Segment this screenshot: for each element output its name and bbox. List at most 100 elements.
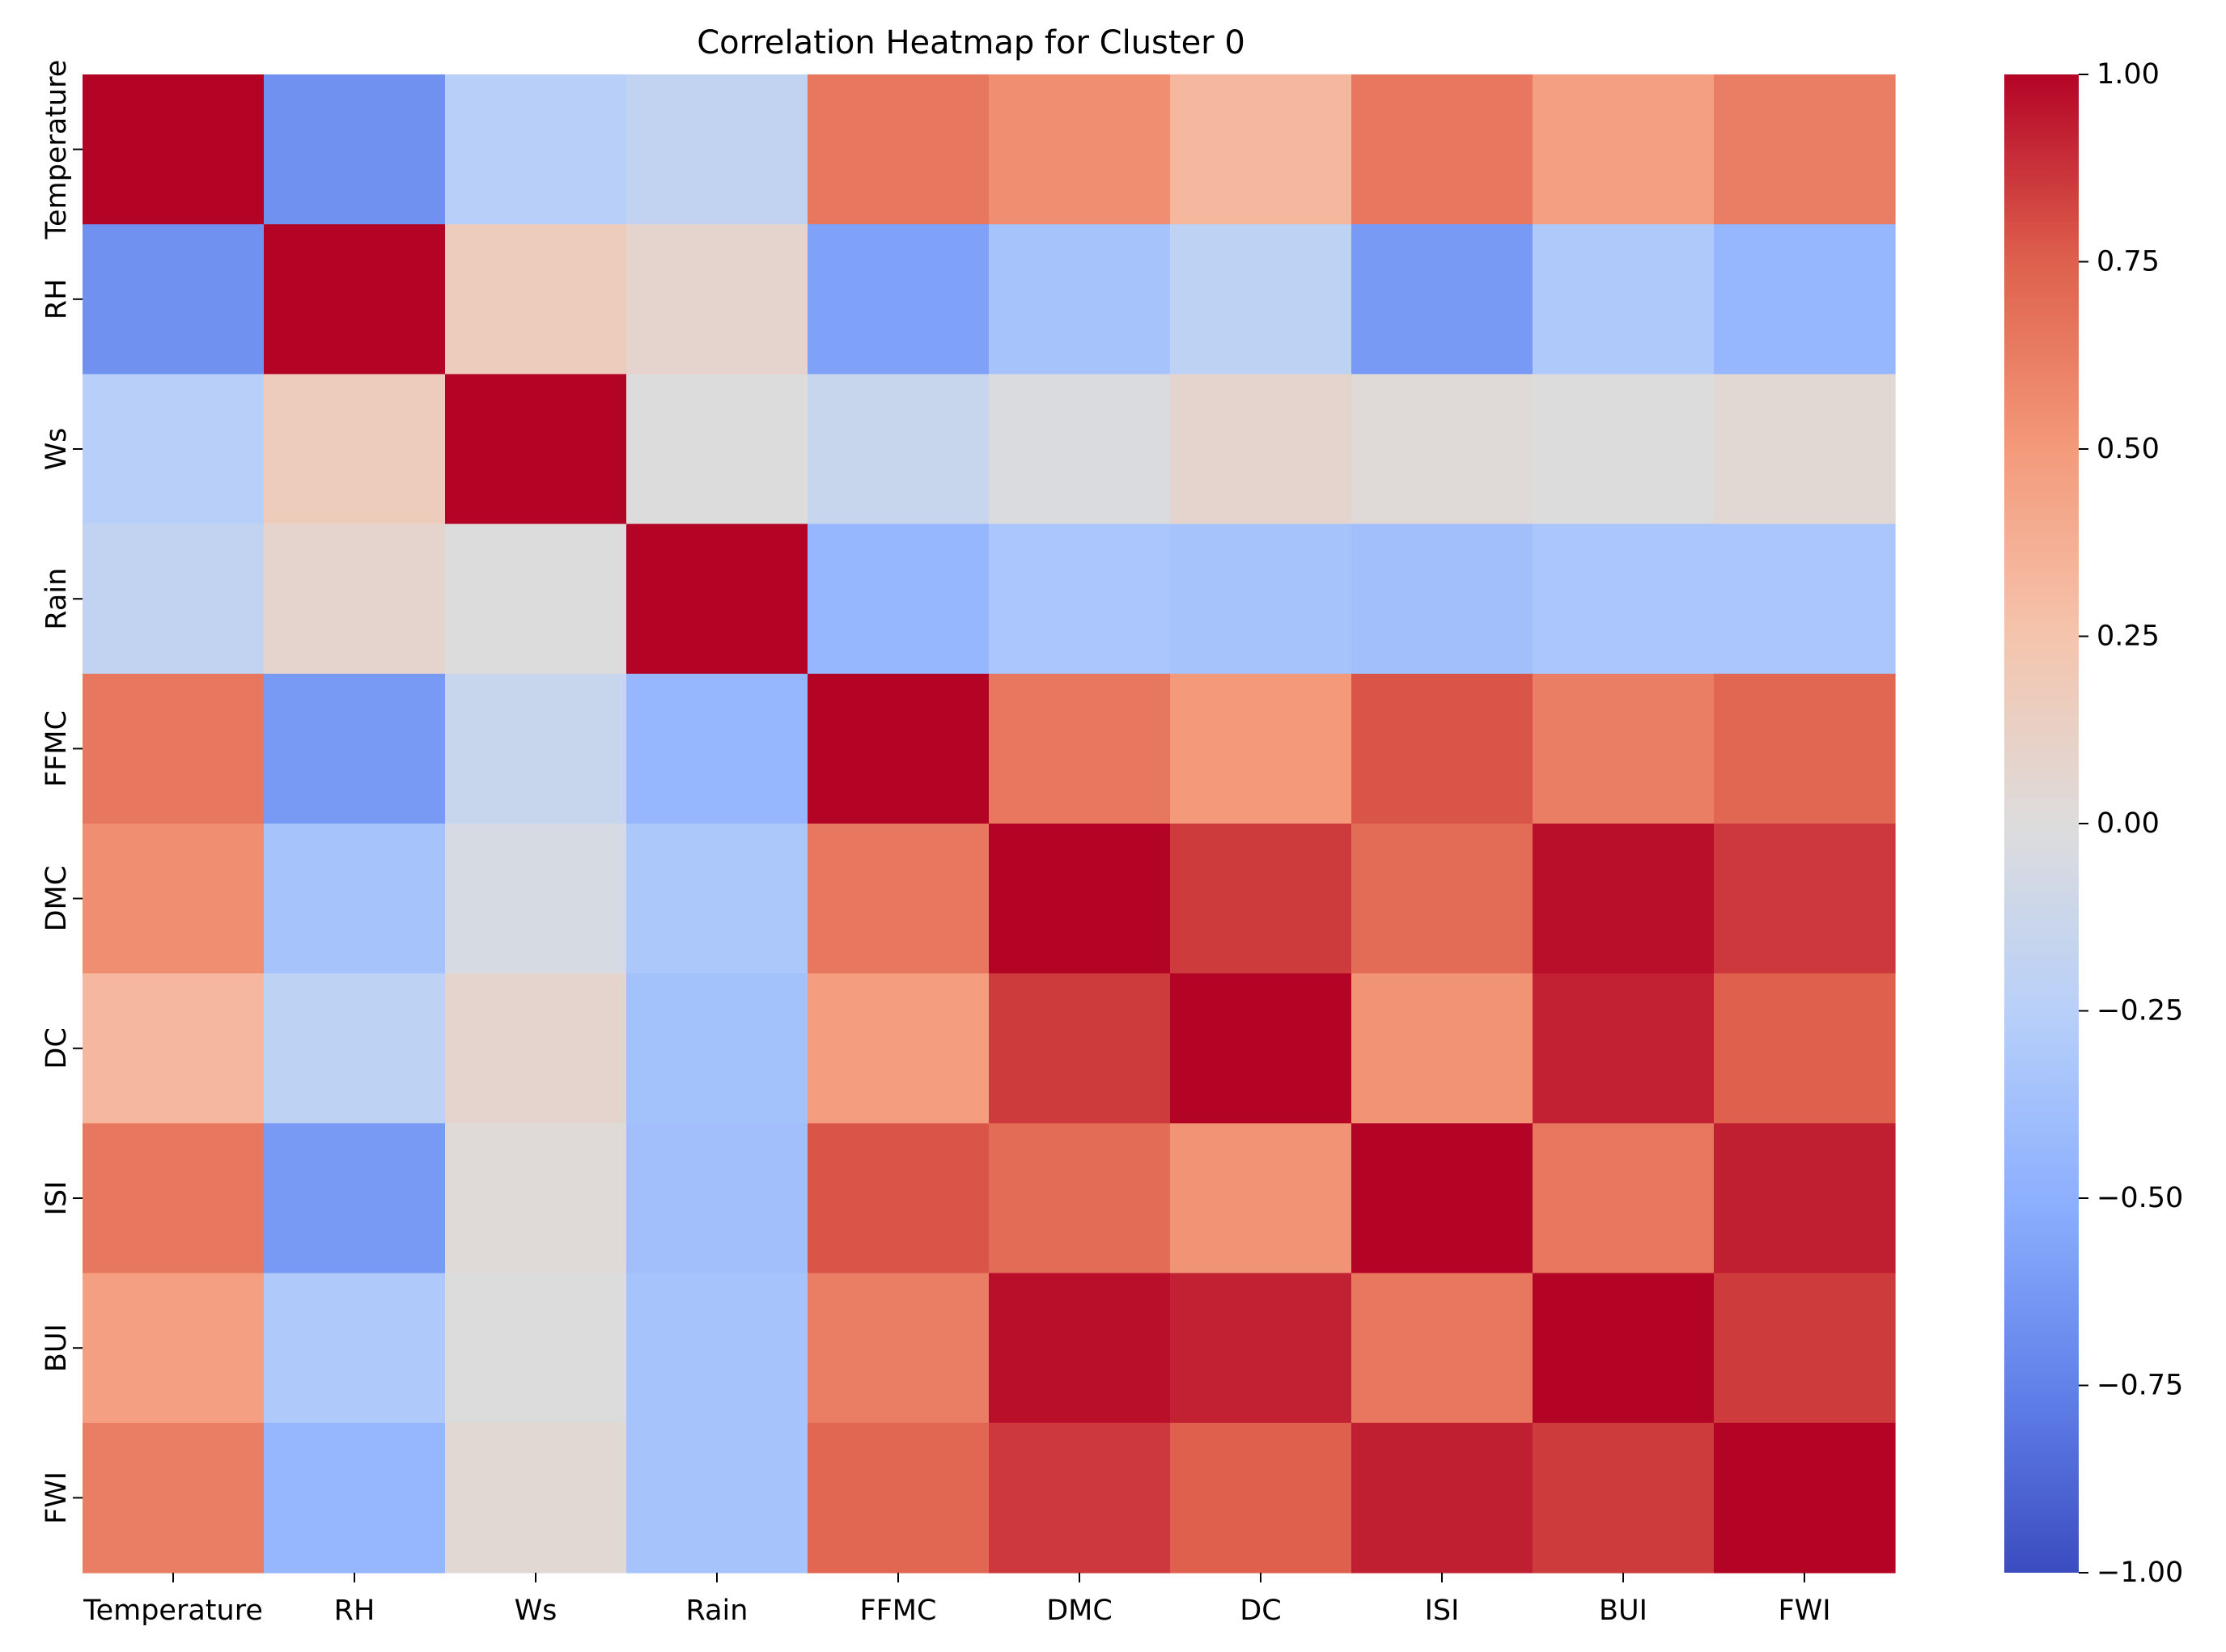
heatmap-cell-dc-rh (264, 973, 446, 1124)
heatmap-cell-fwi-rain (626, 1422, 808, 1574)
colorbar-tick-label: 1.00 (2097, 58, 2160, 91)
chart-title: Correlation Heatmap for Cluster 0 (697, 24, 1245, 61)
y-tick-label: BUI (40, 1324, 73, 1372)
heatmap-cell-rh-rh (264, 224, 446, 375)
heatmap-cell-rain-ffmc (808, 523, 990, 675)
heatmap-cell-ffmc-fwi (1714, 673, 1896, 824)
heatmap-cell-isi-rain (626, 1123, 808, 1274)
heatmap-cell-fwi-fwi (1714, 1422, 1896, 1574)
heatmap-cell-ws-temperature (83, 374, 265, 525)
heatmap-cell-bui-dmc (989, 1273, 1171, 1424)
heatmap-cell-temperature-isi (1351, 74, 1533, 225)
heatmap-cell-fwi-dmc (989, 1422, 1171, 1574)
colorbar-tick-label: 0.75 (2097, 246, 2160, 278)
heatmap-cell-temperature-fwi (1714, 74, 1896, 225)
x-tick-label: DC (1240, 1595, 1281, 1627)
heatmap-cell-rh-ws (445, 224, 627, 375)
heatmap-cell-ws-dc (1170, 374, 1352, 525)
heatmap-cell-ffmc-rain (626, 673, 808, 824)
x-tick-label: ISI (1425, 1595, 1460, 1627)
heatmap-cell-ws-ws (445, 374, 627, 525)
heatmap-cell-ffmc-ffmc (808, 673, 990, 824)
heatmap-cell-isi-ws (445, 1123, 627, 1274)
heatmap-cell-fwi-dc (1170, 1422, 1352, 1574)
heatmap-cell-rain-bui (1533, 523, 1715, 675)
heatmap-cell-ffmc-ws (445, 673, 627, 824)
x-tick-label: FFMC (860, 1595, 937, 1627)
x-axis-ticks: Temperature RH Ws Rain FFMC DMC DC ISI BUI FWI (83, 1573, 1831, 1627)
colorbar-tick-label: 0.00 (2097, 807, 2160, 840)
heatmap-cell-fwi-isi (1351, 1422, 1533, 1574)
heatmap-cell-isi-bui (1533, 1123, 1715, 1274)
heatmap-cell-ws-rh (264, 374, 446, 525)
heatmap-cell-bui-fwi (1714, 1273, 1896, 1424)
x-tick-label: RH (334, 1595, 375, 1627)
heatmap-cell-dmc-ws (445, 824, 627, 974)
heatmap-cell-dmc-rain (626, 824, 808, 974)
heatmap-cell-dc-dmc (989, 973, 1171, 1124)
heatmap-cell-temperature-rh (264, 74, 446, 225)
heatmap-cell-dmc-isi (1351, 824, 1533, 974)
heatmap-cell-temperature-dmc (989, 74, 1171, 225)
heatmap-cell-isi-rh (264, 1123, 446, 1274)
heatmap-cell-bui-rh (264, 1273, 446, 1424)
heatmap-cell-temperature-rain (626, 74, 808, 225)
heatmap-cell-dc-ffmc (808, 973, 990, 1124)
heatmap-cell-fwi-ffmc (808, 1422, 990, 1574)
heatmap-cell-dc-bui (1533, 973, 1715, 1124)
heatmap-cell-isi-fwi (1714, 1123, 1896, 1274)
heatmap-cell-fwi-temperature (83, 1422, 265, 1574)
heatmap-cell-rh-dc (1170, 224, 1352, 375)
heatmap-cell-bui-temperature (83, 1273, 265, 1424)
heatmap-cell-dmc-temperature (83, 824, 265, 974)
y-tick-label: RH (40, 278, 73, 320)
heatmap-cell-ffmc-rh (264, 673, 446, 824)
heatmap-cell-dc-dc (1170, 973, 1352, 1124)
y-tick-label: Ws (40, 428, 73, 471)
heatmap-cell-bui-ffmc (808, 1273, 990, 1424)
y-tick-label: Rain (40, 568, 73, 630)
heatmap-cell-isi-ffmc (808, 1123, 990, 1274)
y-tick-label: FFMC (40, 710, 73, 787)
heatmap-cell-dc-rain (626, 973, 808, 1124)
heatmap-cell-rh-temperature (83, 224, 265, 375)
heatmap-cell-dmc-ffmc (808, 824, 990, 974)
heatmap-cell-bui-isi (1351, 1273, 1533, 1424)
heatmap-cell-ffmc-isi (1351, 673, 1533, 824)
heatmap-cell-rain-rh (264, 523, 446, 675)
heatmap-cell-temperature-dc (1170, 74, 1352, 225)
x-tick-label: Temperature (83, 1595, 263, 1627)
heatmap-cells (83, 74, 1896, 1574)
heatmap-cell-ffmc-bui (1533, 673, 1715, 824)
x-tick-label: BUI (1599, 1595, 1647, 1627)
colorbar-tick-label: −0.50 (2097, 1182, 2183, 1214)
heatmap-cell-ws-ffmc (808, 374, 990, 525)
heatmap-cell-ffmc-dmc (989, 673, 1171, 824)
heatmap-cell-dmc-bui (1533, 824, 1715, 974)
heatmap-cell-dmc-fwi (1714, 824, 1896, 974)
heatmap-cell-rh-ffmc (808, 224, 990, 375)
heatmap-cell-fwi-bui (1533, 1422, 1715, 1574)
heatmap-cell-isi-isi (1351, 1123, 1533, 1274)
x-tick-label: DMC (1046, 1595, 1113, 1627)
x-tick-label: FWI (1778, 1595, 1830, 1627)
heatmap-cell-dmc-dmc (989, 824, 1171, 974)
colorbar-tick-label: −1.00 (2097, 1557, 2183, 1589)
heatmap-cell-rain-fwi (1714, 523, 1896, 675)
heatmap-cell-fwi-ws (445, 1422, 627, 1574)
heatmap-cell-rain-rain (626, 523, 808, 675)
heatmap-cell-bui-ws (445, 1273, 627, 1424)
y-tick-label: ISI (40, 1181, 73, 1216)
heatmap-cell-rh-bui (1533, 224, 1715, 375)
heatmap-cell-ws-isi (1351, 374, 1533, 525)
heatmap-cell-ffmc-temperature (83, 673, 265, 824)
heatmap-cell-temperature-temperature (83, 74, 265, 225)
heatmap-cell-rain-dmc (989, 523, 1171, 675)
heatmap-cell-ws-fwi (1714, 374, 1896, 525)
heatmap-cell-isi-dc (1170, 1123, 1352, 1274)
colorbar-tick-label: 0.50 (2097, 433, 2160, 465)
heatmap-cell-isi-dmc (989, 1123, 1171, 1274)
heatmap-cell-temperature-ffmc (808, 74, 990, 225)
heatmap-cell-dc-fwi (1714, 973, 1896, 1124)
